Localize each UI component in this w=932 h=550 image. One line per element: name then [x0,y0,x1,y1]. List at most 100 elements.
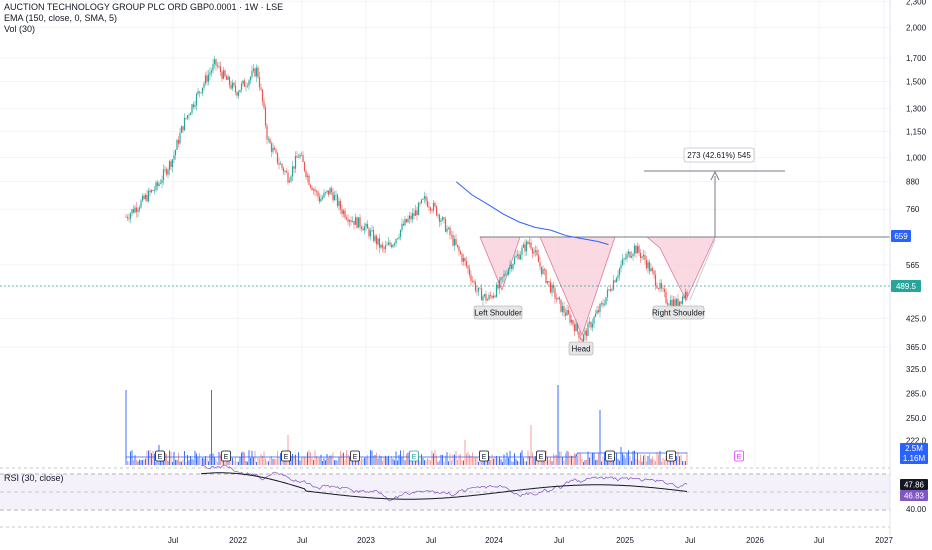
candle-body [633,245,636,254]
earnings-marker[interactable]: E [605,450,615,462]
volume-bar [371,450,373,465]
volume-bar [535,456,536,465]
volume-bar [503,454,505,465]
volume-bar [523,458,524,465]
price-tick-label: 365.0 [906,343,927,352]
earnings-marker[interactable]: E [155,450,165,462]
head-label: Head [568,341,594,356]
volume-bar [622,452,623,465]
candle-body [164,169,166,170]
price-tick-label: 2,000 [906,24,927,33]
candle-body [479,287,481,289]
candle-body [507,268,510,275]
earnings-marker[interactable]: E [734,450,744,462]
candle-body [174,149,177,156]
volume-bar [164,452,166,465]
volume-bar [340,451,341,465]
candle-body [656,285,658,289]
volume-bar [451,460,452,465]
volume-bar [631,461,632,465]
candle-body [596,310,598,314]
candle-body [192,104,195,108]
candle-body [431,210,433,212]
candle-body [183,117,186,131]
volume-bar [565,453,566,465]
volume-bar [275,458,277,465]
time-tick-label: Jul [685,536,695,545]
volume-bar [175,459,176,465]
volume-bar [386,457,388,465]
volume-bar [322,460,323,465]
earnings-marker[interactable]: E [536,450,546,462]
candle-body [411,213,414,220]
candle-body [461,254,463,262]
volume-bar [620,447,622,465]
candle-body [279,163,282,165]
volume-bar [286,459,287,465]
volume-bar [518,461,520,465]
candle-body [500,277,502,280]
candle-body [525,241,528,252]
candle-body [407,218,409,223]
candle-body [404,218,406,226]
candle-body [278,163,280,165]
candle-body [527,241,529,244]
candle-body [528,242,531,244]
time-tick-label: Jul [426,536,436,545]
volume-bar [199,453,200,465]
candle-body [512,264,514,269]
candle-body [497,284,499,289]
volume-bar [578,452,580,465]
candle-body [381,244,384,248]
earnings-marker[interactable]: E [350,450,360,462]
volume-bar [242,451,244,465]
earnings-marker[interactable]: E [409,450,419,462]
candle-body [564,312,567,316]
volume-bar [377,458,379,465]
rsi-line [200,464,688,502]
earnings-marker[interactable]: E [666,450,676,462]
volume-bar [572,455,574,465]
volume-bar [436,455,437,465]
rsi-ma-line [200,472,688,500]
svg-text:273 (42.61%) 545: 273 (42.61%) 545 [687,151,751,160]
earnings-marker[interactable]: E [479,450,489,462]
candle-body [491,295,493,298]
volume-bar [325,460,326,465]
volume-bar [290,456,292,465]
volume-bar [361,457,362,465]
candle-body [177,140,180,144]
candle-body [324,192,327,193]
volume-bar [502,461,503,465]
last-price-badge: 489.5 [891,280,921,292]
candle-body [456,244,459,247]
volume-bar [424,460,425,465]
candle-body [219,66,222,72]
earnings-marker[interactable]: E [281,450,291,462]
volume-bar [655,461,656,465]
candle-body [354,217,357,225]
volume-bar [323,457,325,465]
volume-bar [394,460,395,465]
candle-body [443,217,445,219]
earnings-marker[interactable]: E [221,450,231,462]
time-axis[interactable]: Jul 2022 Jul 2023 Jul 2024 Jul 2025 Jul 2026 Jul 20… [168,536,894,545]
candle-body [126,216,129,219]
candle-body [347,219,349,222]
candle-body [243,80,246,87]
candle-body [300,154,303,156]
volume-bar [607,461,608,465]
volume-bar [550,457,551,465]
candle-body [156,182,159,186]
candle-body [135,207,138,212]
candle-body [395,238,397,244]
candle-body [284,171,286,172]
volume-bar [644,454,646,465]
candle-body [560,299,562,312]
price-axis[interactable]: 2,300 2,000 1,700 1,500 1,300 1,150 1,000 880 76… [906,0,927,445]
candle-body [252,68,255,71]
candle-body [579,338,582,340]
candle-body [477,287,480,292]
